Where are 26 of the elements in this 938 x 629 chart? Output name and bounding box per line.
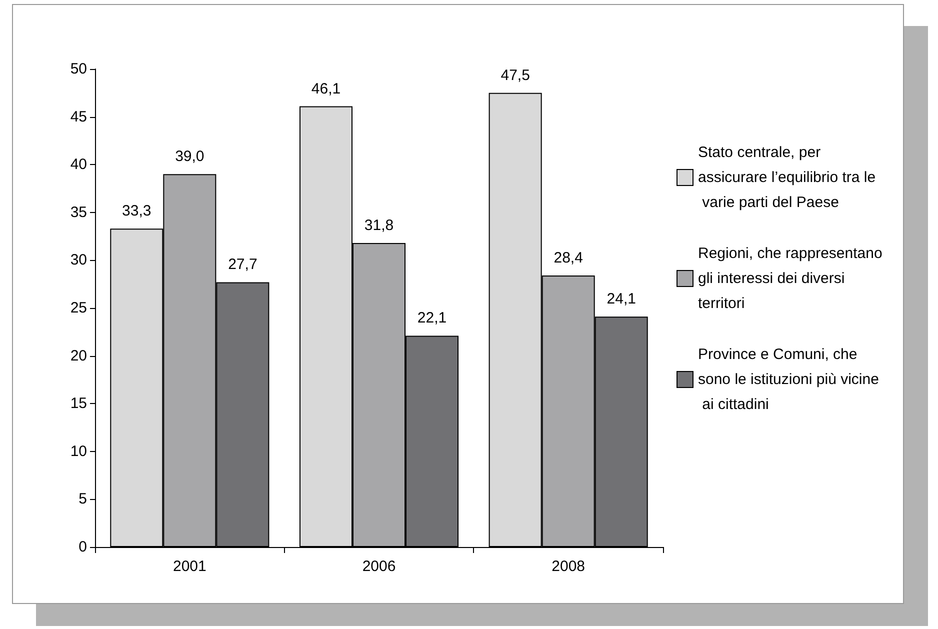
- legend-label: Stato centrale, per assicurare l’equilibrio tra le varie parti del Paese: [698, 144, 876, 211]
- data-label: 27,7: [228, 256, 258, 274]
- legend-label: Province e Comuni, che sono le istituzioni più vicine ai cittadini: [698, 346, 879, 413]
- y-tick-label: 15: [70, 395, 87, 412]
- legend-label: Regioni, che rappresentano gli interessi dei diversi territori: [698, 245, 886, 312]
- data-label: 28,4: [554, 249, 583, 266]
- y-tick-label: 25: [70, 300, 87, 316]
- data-label: 22,1: [417, 310, 447, 327]
- y-tick-label: 35: [70, 204, 87, 221]
- data-label: 33,3: [122, 202, 152, 220]
- y-tick-label: 5: [78, 490, 87, 508]
- y-tick-label: 40: [70, 156, 87, 174]
- x-tick-label: 2001: [172, 558, 206, 575]
- y-tick-label: 50: [70, 60, 87, 78]
- data-label: 46,1: [311, 80, 341, 98]
- y-tick-label: 20: [70, 347, 87, 364]
- data-label: 47,5: [500, 66, 530, 84]
- x-tick-label: 2006: [362, 558, 396, 575]
- data-label: 39,0: [175, 148, 204, 166]
- y-tick-label: 0: [78, 538, 87, 556]
- y-tick-label: 45: [70, 108, 87, 126]
- data-label: 31,8: [364, 216, 394, 234]
- x-tick-label: 2008: [552, 558, 586, 575]
- y-tick-label: 10: [70, 442, 87, 460]
- data-label: 24,1: [606, 290, 636, 308]
- y-tick-label: 30: [70, 252, 87, 269]
